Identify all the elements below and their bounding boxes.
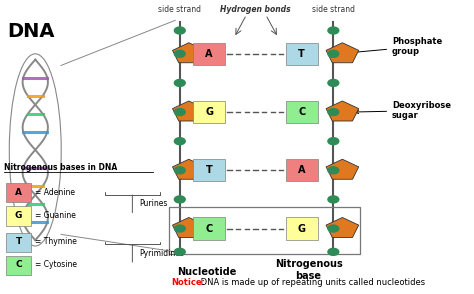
Text: Pyrimidines: Pyrimidines [139,249,184,258]
FancyBboxPatch shape [193,101,225,123]
Text: = Thymine: = Thymine [35,237,77,246]
Text: Nucleotide: Nucleotide [177,267,237,277]
Circle shape [328,167,339,174]
Polygon shape [173,43,205,63]
Text: DNA: DNA [7,22,55,41]
Text: Nitrogenous bases in DNA: Nitrogenous bases in DNA [4,163,117,172]
FancyBboxPatch shape [193,43,225,65]
Text: = Adenine: = Adenine [35,188,75,197]
Text: A: A [15,188,22,197]
Circle shape [174,108,185,116]
Circle shape [174,50,185,57]
Text: T: T [206,165,212,175]
Circle shape [174,138,185,145]
Circle shape [328,27,339,34]
Text: DNA is made up of repeating units called nucleotides: DNA is made up of repeating units called… [198,278,425,287]
Text: = Guanine: = Guanine [35,211,76,220]
Circle shape [328,196,339,203]
FancyBboxPatch shape [193,159,225,181]
Polygon shape [173,218,205,238]
Text: Deoxyribose
sugar: Deoxyribose sugar [356,101,451,120]
Text: T: T [16,237,22,246]
Text: Notice:: Notice: [171,278,205,287]
Text: C: C [206,223,213,233]
Circle shape [174,225,185,232]
Text: side strand: side strand [158,6,201,14]
Text: A: A [205,49,213,59]
FancyBboxPatch shape [193,218,225,240]
Text: Nitrogenous
base: Nitrogenous base [274,259,342,281]
Text: C: C [15,260,22,269]
Circle shape [328,108,339,116]
Circle shape [328,79,339,86]
Circle shape [174,79,185,86]
Text: Phosphate
group: Phosphate group [342,37,442,56]
Text: T: T [298,49,305,59]
Circle shape [328,225,339,232]
Circle shape [328,50,339,57]
Text: side strand: side strand [312,6,355,14]
Text: C: C [298,107,305,117]
Circle shape [328,138,339,145]
FancyBboxPatch shape [6,256,31,275]
Text: G: G [298,223,306,233]
Polygon shape [173,101,205,121]
FancyBboxPatch shape [6,233,31,252]
Text: G: G [205,107,213,117]
FancyBboxPatch shape [286,218,318,240]
FancyBboxPatch shape [286,43,318,65]
Polygon shape [173,159,205,179]
Circle shape [174,196,185,203]
FancyBboxPatch shape [286,159,318,181]
Text: = Cytosine: = Cytosine [35,260,77,269]
Polygon shape [326,218,359,238]
Polygon shape [326,159,359,179]
FancyBboxPatch shape [286,101,318,123]
Circle shape [328,248,339,255]
FancyBboxPatch shape [6,183,31,202]
Text: A: A [298,165,305,175]
FancyBboxPatch shape [6,206,31,225]
Text: Hydrogen bonds: Hydrogen bonds [220,5,291,14]
Text: Purines: Purines [139,199,167,208]
Circle shape [174,167,185,174]
Circle shape [174,27,185,34]
Polygon shape [326,101,359,121]
Polygon shape [326,43,359,63]
Text: G: G [15,211,22,220]
Circle shape [174,248,185,255]
